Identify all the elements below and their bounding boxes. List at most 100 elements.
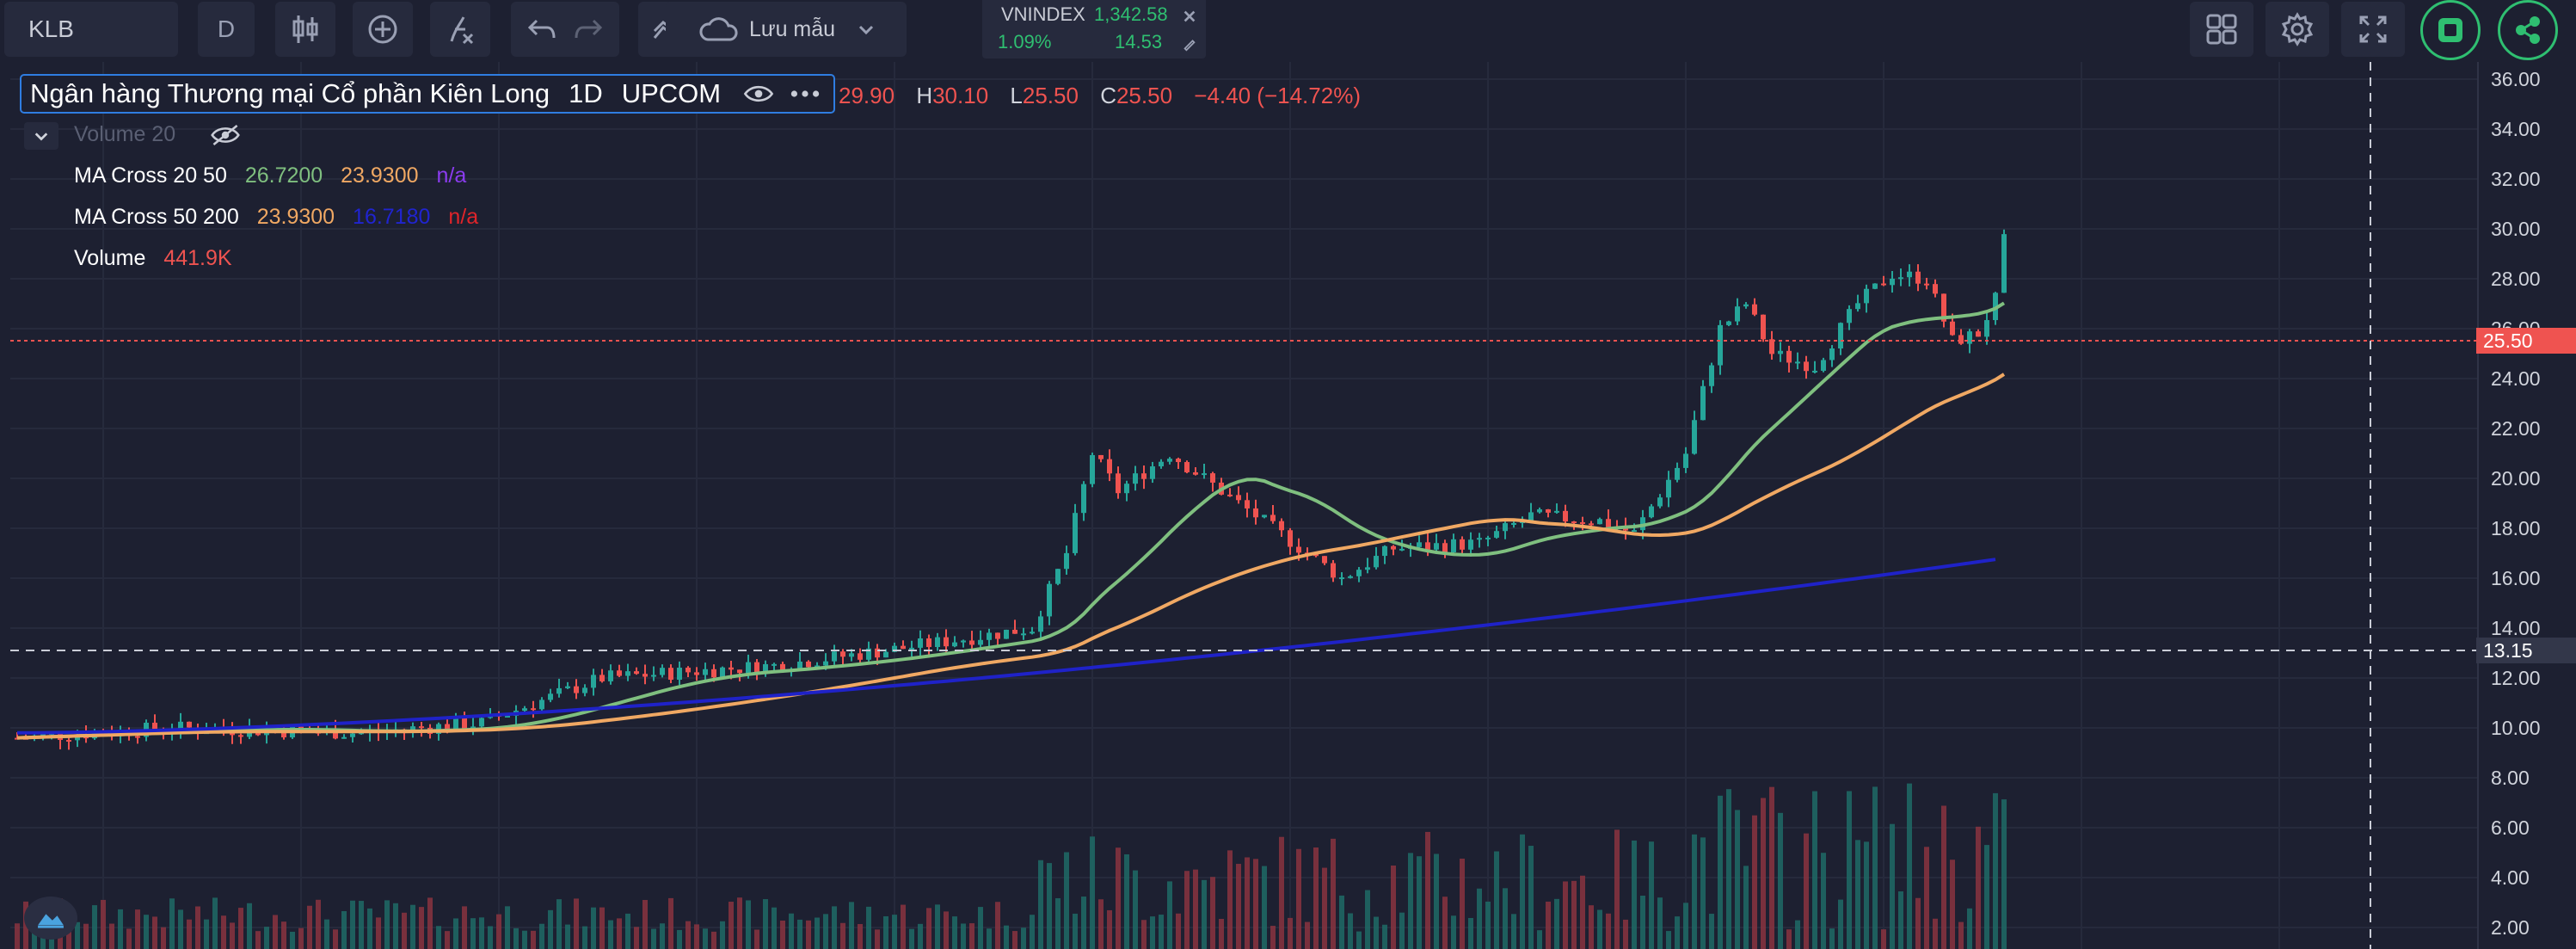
volume-bar <box>462 906 467 949</box>
legend-ma-cross-50-200[interactable]: MA Cross 50 200 23.9300 16.7180 n/a <box>74 205 490 230</box>
candle-body <box>556 687 562 694</box>
volume-bar <box>952 916 957 949</box>
candle-body <box>1245 500 1250 508</box>
candle-body <box>1468 539 1473 550</box>
share-button[interactable] <box>2498 0 2558 60</box>
fullscreen-button[interactable] <box>2341 2 2405 57</box>
volume-bar <box>1262 866 1267 949</box>
candle-body <box>1657 497 1663 507</box>
candle-body <box>1030 632 1035 634</box>
candle-body <box>926 638 931 648</box>
volume-bar <box>1107 909 1112 949</box>
ma2-v1: 23.9300 <box>256 205 335 229</box>
volume-bar <box>1838 899 1843 949</box>
undo-icon[interactable] <box>525 12 559 46</box>
candle-body <box>531 708 536 711</box>
candle-body <box>866 648 871 660</box>
volume-bar <box>453 918 458 949</box>
volume-bar <box>961 923 966 949</box>
volume-bar <box>247 903 252 949</box>
volume-bar <box>1270 926 1276 949</box>
volume-bar <box>1907 783 1912 949</box>
volume-bar <box>548 909 553 949</box>
candle-body <box>746 662 751 674</box>
candle-body <box>1305 552 1310 555</box>
ma2-v2: 16.7180 <box>353 205 431 229</box>
candle-body <box>677 668 682 681</box>
volume-bar <box>2001 799 2007 949</box>
candle-body <box>754 662 759 675</box>
brand-logo[interactable] <box>24 897 77 940</box>
redo-icon[interactable] <box>571 12 606 46</box>
volume-bar <box>780 920 785 949</box>
eye-icon[interactable] <box>743 83 774 105</box>
legend-volume20[interactable]: Volume 20 <box>74 122 240 147</box>
cloud-icon <box>699 17 738 41</box>
candle-body <box>1692 420 1697 454</box>
candle-body <box>617 670 622 676</box>
volume-bar <box>333 929 338 949</box>
collapse-legend-button[interactable] <box>24 122 58 150</box>
indicators-button[interactable] <box>430 2 490 57</box>
candle-body <box>1537 508 1542 513</box>
candle-body <box>1288 530 1293 547</box>
volume-bar <box>1915 897 1921 949</box>
volume-bar <box>1356 931 1362 949</box>
volume-bar <box>685 921 691 949</box>
layout-button[interactable] <box>2190 2 2253 57</box>
chart-type-button[interactable] <box>275 2 335 57</box>
ma2-v3: n/a <box>448 205 479 229</box>
volume-bar <box>161 927 166 949</box>
volume-bar <box>883 915 888 949</box>
volume-bar <box>1812 791 1817 949</box>
close-icon[interactable] <box>1182 9 1197 24</box>
price-tick: 6.00 <box>2491 817 2530 839</box>
legend-exchange: UPCOM <box>621 78 722 108</box>
ohlc-open: 29.90 <box>839 83 895 108</box>
candle-body <box>685 668 691 673</box>
price-axis[interactable]: 36.0034.0032.0030.0028.0026.0024.0022.00… <box>2477 62 2576 949</box>
candle-body <box>298 726 304 730</box>
more-icon[interactable] <box>790 89 821 99</box>
volume-bar <box>599 907 605 949</box>
candle-body <box>1356 570 1362 576</box>
candle-body <box>1460 539 1465 550</box>
candle-body <box>230 730 235 736</box>
volume-bar <box>1331 838 1336 949</box>
candle-body <box>505 715 510 718</box>
symbol-search-button[interactable]: KLB <box>4 2 178 57</box>
candle-body <box>978 639 983 645</box>
candle-body <box>1348 576 1353 578</box>
candle-body <box>1339 577 1344 580</box>
settings-button[interactable] <box>2266 2 2329 57</box>
save-template-button[interactable]: Lưu mẫu <box>666 2 907 57</box>
candle-body <box>1073 513 1078 553</box>
ma2-label: MA Cross 50 200 <box>74 205 239 229</box>
interval-button[interactable]: D <box>198 2 255 57</box>
candle-body <box>1520 521 1525 524</box>
legend-volume[interactable]: Volume 441.9K <box>74 246 244 271</box>
candle-body <box>1933 284 1938 294</box>
volume-bar <box>1090 836 1095 949</box>
volume-bar <box>651 928 656 949</box>
candle-body <box>1795 361 1800 364</box>
eye-off-icon[interactable] <box>211 124 240 146</box>
candle-body <box>66 740 71 743</box>
candle-body <box>58 733 63 741</box>
volume-bar <box>316 899 321 949</box>
add-indicator-button[interactable] <box>353 2 413 57</box>
candle-body <box>772 663 777 666</box>
symbol-legend[interactable]: Ngân hàng Thương mại Cổ phần Kiên Long 1… <box>20 74 835 114</box>
edit-icon[interactable] <box>1182 36 1197 52</box>
candle-body <box>952 642 957 647</box>
candle-body <box>384 730 390 733</box>
legend-ma-cross-20-50[interactable]: MA Cross 20 50 26.7200 23.9300 n/a <box>74 163 478 188</box>
volume-bar <box>1709 914 1714 949</box>
index-widget[interactable]: VNINDEX 1,342.58 1.09% 14.53 <box>982 0 1206 59</box>
candle-body <box>1761 314 1766 340</box>
volume-bar <box>1546 901 1551 949</box>
candle-body <box>178 721 183 731</box>
record-button[interactable] <box>2420 0 2481 60</box>
volume-bar <box>1073 913 1078 949</box>
